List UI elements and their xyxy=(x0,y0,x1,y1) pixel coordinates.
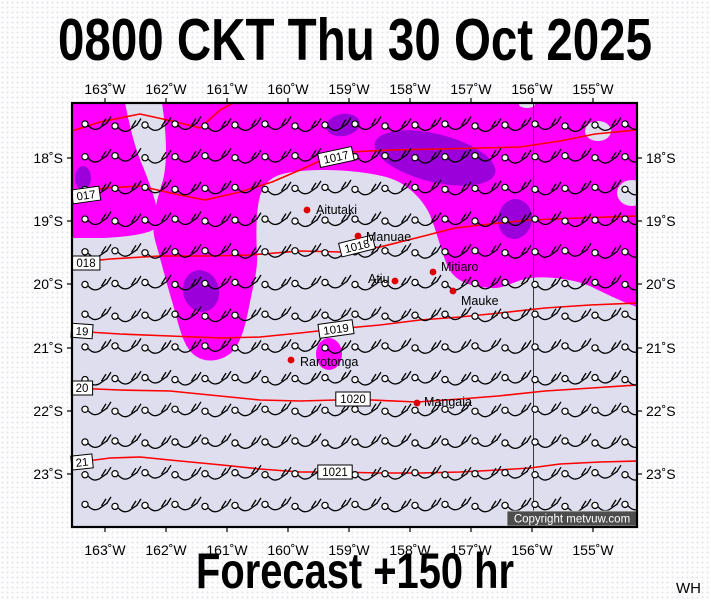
lon-label-top: 159˚W xyxy=(328,81,370,97)
lat-label-right: 23˚S xyxy=(646,466,676,482)
copyright-text: Copyright metvuw.com xyxy=(514,514,630,526)
place-dot xyxy=(392,278,399,285)
isobar-label-text: 1020 xyxy=(340,394,366,406)
isobar-label-text: 1021 xyxy=(322,467,348,479)
lat-label-left: 19˚S xyxy=(33,213,63,229)
lon-label-top: 158˚W xyxy=(389,81,431,97)
isobar-label-018: 018 xyxy=(72,256,100,270)
lon-label-top: 160˚W xyxy=(267,81,309,97)
lon-label-bottom: 156˚W xyxy=(511,542,553,558)
lat-label-left: 22˚S xyxy=(33,403,63,419)
lon-label-top: 161˚W xyxy=(206,81,248,97)
place-dot xyxy=(430,269,437,276)
isobar-label-text: 19 xyxy=(75,326,89,339)
place-label: Rarotonga xyxy=(300,355,358,369)
isobar-label-20: 20 xyxy=(71,381,92,395)
lon-label-bottom: 162˚W xyxy=(145,542,187,558)
lon-label-top: 157˚W xyxy=(450,81,492,97)
isobar-label-text: 21 xyxy=(75,457,89,470)
chart-title: 0800 CKT Thu 30 Oct 2025 xyxy=(58,7,652,73)
lat-label-right: 18˚S xyxy=(646,150,676,166)
lon-label-top: 155˚W xyxy=(572,81,614,97)
lat-label-right: 22˚S xyxy=(646,403,676,419)
lat-label-left: 18˚S xyxy=(33,150,63,166)
lon-label-top: 156˚W xyxy=(511,81,553,97)
isobar-label-21: 21 xyxy=(71,454,94,470)
isobar-label-1020: 1020 xyxy=(336,392,370,406)
lat-label-left: 20˚S xyxy=(33,276,63,292)
place-label: Aitutaki xyxy=(316,203,357,217)
lat-label-left: 21˚S xyxy=(33,340,63,356)
place-label: Mitiaro xyxy=(441,260,479,274)
lon-label-top: 163˚W xyxy=(84,81,126,97)
place-label: Manuae xyxy=(366,230,411,244)
lon-label-top: 162˚W xyxy=(145,81,187,97)
place-dot xyxy=(414,400,421,407)
lat-label-right: 19˚S xyxy=(646,213,676,229)
place-dot xyxy=(304,207,311,214)
weather-chart-canvas: 0800 CKT Thu 30 Oct 2025 017101701810181… xyxy=(0,0,711,600)
copyright-badge: Copyright metvuw.com xyxy=(507,511,637,526)
isobar-label-text: 018 xyxy=(76,258,95,270)
isobar-label-text: 20 xyxy=(76,383,89,395)
place-dot xyxy=(450,288,457,295)
clear-gap-rightedge xyxy=(617,180,647,206)
isobar-label-19: 19 xyxy=(71,323,93,339)
isobar-label-1021: 1021 xyxy=(318,465,352,479)
place-dot xyxy=(288,357,295,364)
lat-label-left: 23˚S xyxy=(33,466,63,482)
place-dot xyxy=(355,233,362,240)
forecast-caption: Forecast +150 hr xyxy=(196,543,514,599)
place-label: Atiu xyxy=(368,272,390,286)
place-label: Mangaia xyxy=(424,395,472,409)
lon-label-bottom: 163˚W xyxy=(84,542,126,558)
place-label: Mauke xyxy=(461,294,499,308)
lat-label-right: 21˚S xyxy=(646,340,676,356)
weather-chart: 0800 CKT Thu 30 Oct 2025 017101701810181… xyxy=(0,0,711,600)
initials-label: WH xyxy=(676,580,701,597)
lat-label-right: 20˚S xyxy=(646,276,676,292)
lon-label-bottom: 155˚W xyxy=(572,542,614,558)
